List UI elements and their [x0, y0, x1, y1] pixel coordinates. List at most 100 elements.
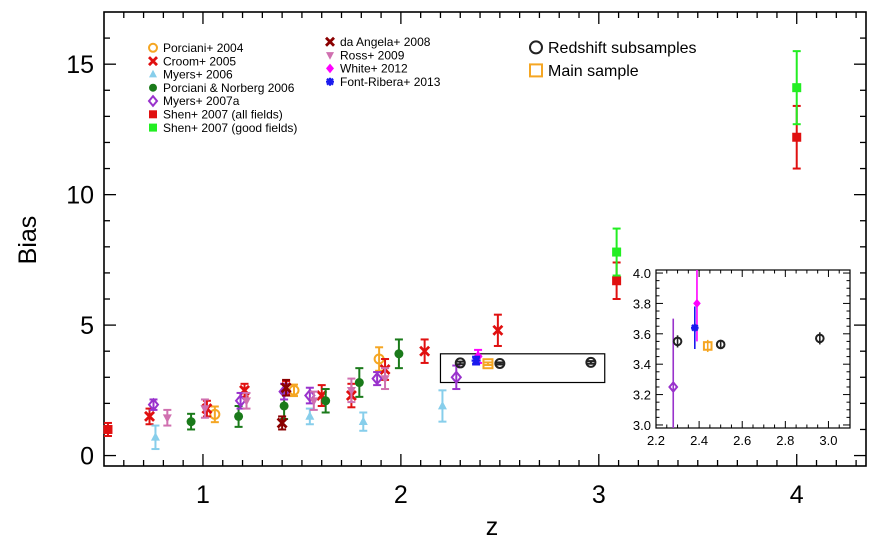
data-point: [242, 397, 252, 406]
legend-marker-croom-2005: [148, 56, 158, 67]
legend-marker-shen-2007-good-fields: [149, 123, 157, 132]
legend-label-shen-2007-good-fields: Shen+ 2007 (good fields): [163, 121, 297, 135]
zoom-region-box: [439, 353, 606, 384]
legend-marker-main-sample: [529, 63, 543, 78]
series-layer: [103, 50, 802, 451]
legend-marker-myers-2006: [149, 69, 157, 78]
data-point: [482, 358, 494, 370]
data-point: [354, 378, 364, 388]
legend-label-myers-2006: Myers+ 2006: [163, 68, 233, 82]
inset-zoom-panel: 2.2 2.4 2.6 2.8 3.0 3.0 3.2 3.4 3.6 3.8 4.0: [633, 266, 851, 448]
data-point: [186, 417, 196, 427]
legend-label-font-ribera-2013: Font-Ribera+ 2013: [340, 75, 441, 89]
legend-label-da-angela-2008: da Angela+ 2008: [340, 35, 431, 49]
data-point: [792, 83, 802, 93]
plot-frame: [103, 11, 867, 467]
inset-y-tick-label: 3.6: [633, 327, 651, 342]
legend-marker-porciani-norberg-2006: [149, 83, 157, 92]
series-font-ribera-2013: [471, 355, 481, 366]
legend-label-myers-2007a: Myers+ 2007a: [163, 94, 240, 108]
inset-data-point: [815, 333, 825, 344]
inset-y-tick-label: 4.0: [633, 266, 651, 281]
data-point: [200, 405, 210, 414]
data-point: [494, 357, 506, 369]
legend-label-redshift-subsamples: Redshift subsamples: [548, 40, 697, 57]
y-axis-label: Bias: [14, 216, 42, 265]
x-axis-label: z: [486, 513, 499, 541]
series-main-sample: [482, 358, 494, 370]
inset-x-tick-label: 3.0: [819, 433, 837, 448]
y-tick-label: 15: [66, 51, 94, 79]
data-point: [471, 356, 481, 366]
data-point: [419, 345, 431, 357]
data-point: [103, 424, 113, 434]
data-point: [450, 370, 463, 385]
data-point: [276, 417, 288, 429]
legend-marker-myers-2007a: [147, 94, 159, 108]
inset-y-tick-label: 3.8: [633, 296, 651, 311]
inset-frame: [655, 269, 851, 429]
series-ross-2009: [162, 367, 390, 427]
x-tick-label: 4: [790, 481, 804, 509]
x-axis-ticks: 1 2 3 4: [123, 12, 857, 509]
inset-data-point: [691, 323, 699, 332]
x-tick-label: 2: [394, 481, 408, 509]
data-point: [150, 432, 160, 441]
series-da-angela-2008: [276, 378, 292, 431]
legend-label-porciani-norberg-2006: Porciani & Norberg 2006: [163, 81, 295, 95]
inset-y-tick-label: 3.4: [633, 357, 651, 372]
x-tick-label: 1: [196, 481, 210, 509]
data-point: [305, 411, 315, 420]
legend-label-shen-2007-all-fields: Shen+ 2007 (all fields): [163, 108, 283, 122]
inset-x-tick-label: 2.4: [690, 433, 708, 448]
series-myers-2006: [150, 389, 447, 451]
series-redshift-subsamples: [454, 356, 597, 369]
legend-marker-font-ribera-2013: [326, 77, 334, 86]
data-point: [612, 276, 622, 286]
data-point: [454, 357, 466, 369]
data-point: [585, 356, 597, 368]
data-point: [380, 375, 390, 384]
data-point: [792, 132, 802, 142]
x-tick-label: 3: [592, 481, 606, 509]
legend-label-main-sample: Main sample: [548, 63, 639, 80]
inset-x-tick-label: 2.6: [733, 433, 751, 448]
inset-series-font-ribera-2013: [691, 306, 699, 349]
inset-data-point: [668, 380, 679, 394]
data-point: [279, 401, 289, 411]
data-point: [437, 400, 447, 410]
legend-label-white-2012: White+ 2012: [340, 62, 408, 76]
data-point: [144, 410, 156, 422]
data-point: [492, 324, 504, 336]
inset-data-point: [693, 298, 701, 308]
data-point: [612, 247, 622, 257]
data-point: [346, 386, 356, 396]
data-point: [234, 411, 244, 421]
series-croom-2005: [144, 313, 504, 426]
legend-marker-redshift-subsamples: [529, 40, 543, 55]
series-shen-2007-good-fields: [612, 50, 802, 277]
inset-x-tick-label: 2.2: [647, 433, 665, 448]
legend-marker-da-angela-2008: [325, 36, 335, 47]
data-point: [209, 408, 221, 420]
inset-y-tick-label: 3.0: [633, 418, 651, 433]
y-tick-label: 10: [66, 182, 94, 210]
y-axis-ticks: 0 5 10 15: [66, 37, 866, 471]
legend-label-porciani-2004: Porciani+ 2004: [163, 41, 244, 55]
inset-series-redshift-subsamples: [672, 332, 825, 350]
legend-marker-white-2012: [326, 63, 334, 74]
data-point: [371, 371, 383, 386]
inset-data-point: [715, 339, 726, 350]
legend-label-ross-2009: Ross+ 2009: [340, 48, 405, 62]
data-point: [321, 396, 331, 406]
inset-y-tick-label: 3.2: [633, 388, 651, 403]
data-point: [147, 397, 160, 412]
data-point: [280, 382, 292, 394]
data-point: [309, 397, 319, 406]
data-point: [358, 416, 368, 426]
inset-series-myers-2007a: [668, 318, 679, 428]
legend-marker-porciani-2004: [148, 42, 158, 53]
inset-data-point: [702, 341, 713, 351]
